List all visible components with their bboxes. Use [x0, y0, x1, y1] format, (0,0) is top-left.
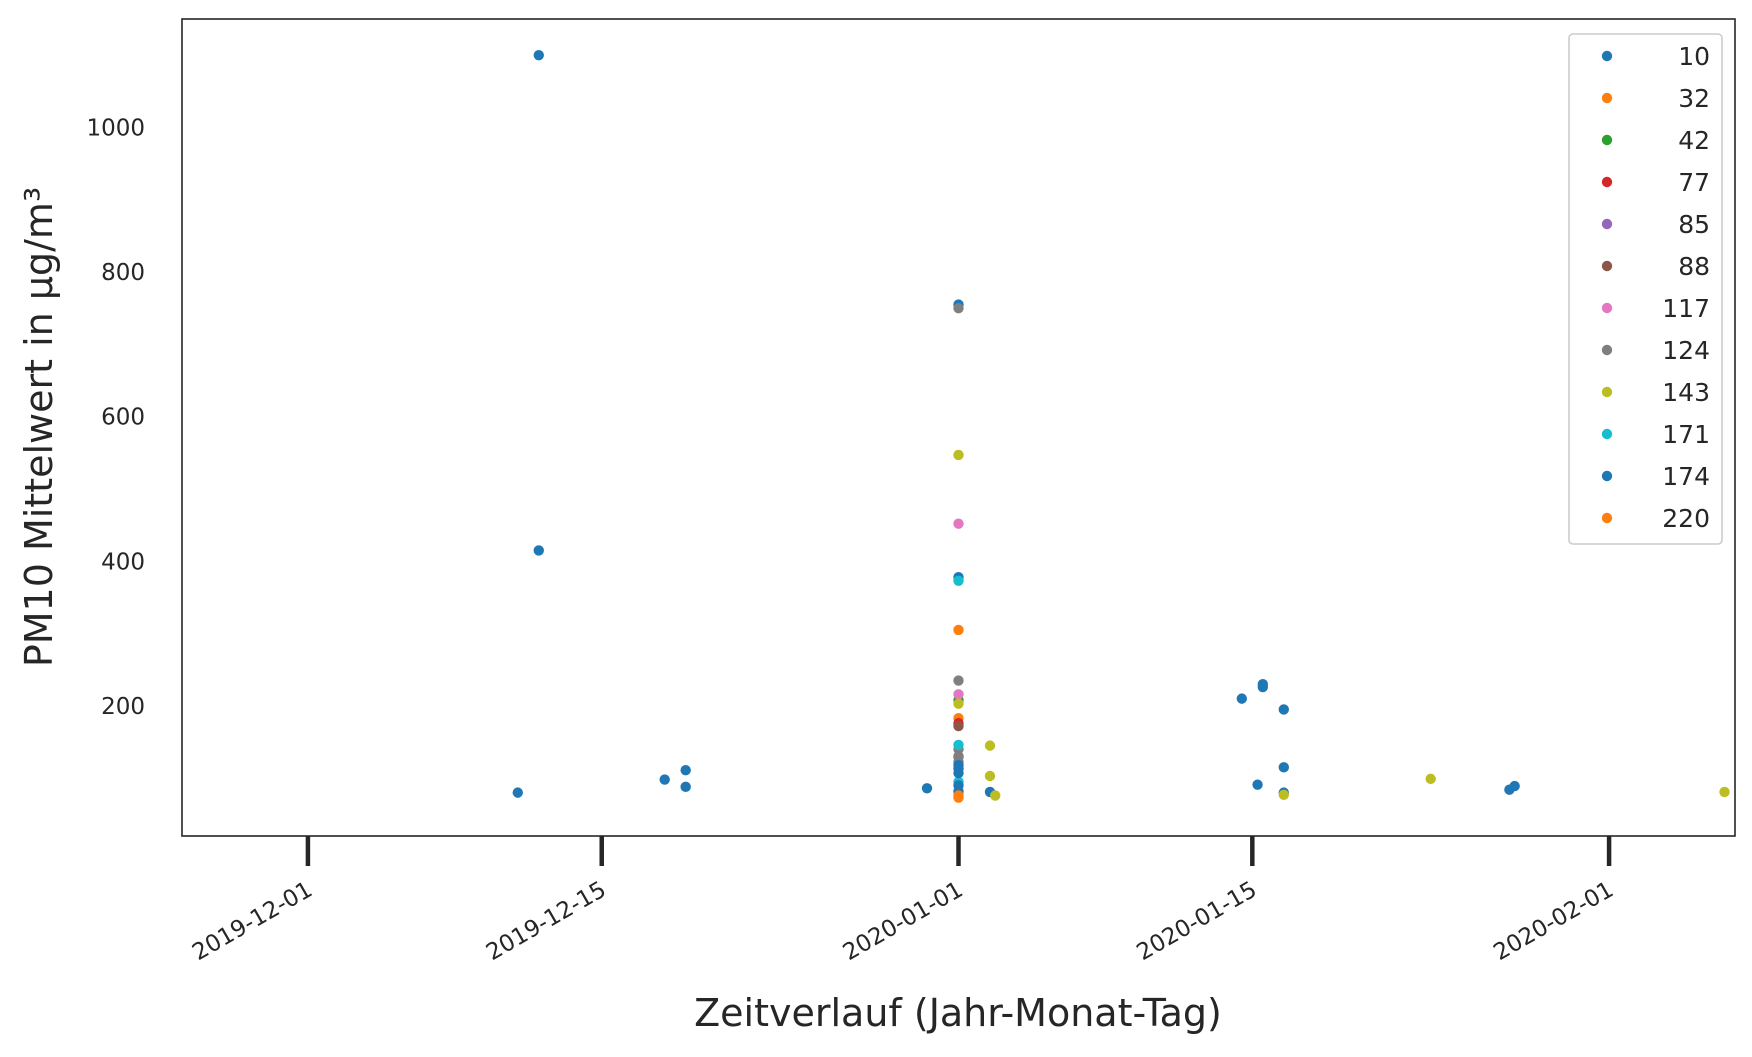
- y-axis: 200 400 600 800 1000: [86, 115, 145, 719]
- scatter-points: [512, 49, 1730, 803]
- data-point-series-143: [984, 770, 996, 782]
- legend-marker: [1601, 218, 1613, 230]
- y-tick-label: 800: [101, 260, 145, 286]
- data-point-series-10: [1252, 779, 1263, 790]
- y-tick-label: 1000: [86, 115, 145, 141]
- data-point-series-117: [953, 689, 964, 700]
- legend-marker: [1601, 470, 1613, 482]
- data-point-series-32: [953, 624, 964, 636]
- data-point-series-10: [921, 783, 933, 794]
- legend-label: 32: [1678, 84, 1710, 113]
- legend-label: 174: [1662, 462, 1710, 491]
- data-point-series-10: [680, 781, 691, 793]
- legend-box: [1568, 33, 1723, 545]
- legend-marker: [1601, 344, 1613, 356]
- legend-marker: [1601, 512, 1613, 524]
- legend-label: 143: [1662, 378, 1710, 407]
- legend-marker: [1601, 176, 1613, 188]
- data-point-series-143: [953, 449, 964, 461]
- legend-label: 171: [1662, 420, 1710, 449]
- data-point-series-124: [953, 675, 964, 686]
- data-point-series-10: [1278, 762, 1289, 773]
- y-tick-label: 200: [101, 694, 145, 720]
- data-point-series-10: [1509, 780, 1520, 792]
- data-point-series-143: [953, 698, 964, 709]
- data-point-series-143: [1278, 789, 1289, 800]
- legend-marker: [1601, 386, 1613, 398]
- y-tick-label: 600: [101, 405, 145, 431]
- legend-label: 77: [1678, 168, 1710, 197]
- data-point-series-10: [533, 545, 544, 556]
- legend-label: 85: [1678, 210, 1710, 239]
- data-point-series-220: [953, 792, 964, 803]
- data-point-series-10: [533, 49, 544, 61]
- legend-marker: [1601, 92, 1613, 104]
- data-point-series-143: [1719, 786, 1730, 798]
- data-point-series-174: [953, 767, 964, 779]
- data-point-series-10: [1278, 704, 1289, 715]
- data-point-series-10: [512, 787, 523, 798]
- legend-marker: [1601, 260, 1613, 272]
- legend-label: 42: [1678, 126, 1710, 155]
- data-point-series-10: [1257, 681, 1269, 693]
- y-tick-label: 400: [101, 549, 145, 575]
- data-point-series-124: [953, 303, 964, 314]
- legend-label: 88: [1678, 252, 1710, 281]
- data-point-series-171: [953, 575, 964, 586]
- data-point-series-171: [953, 739, 964, 751]
- data-point-series-143: [990, 790, 1001, 801]
- data-point-series-117: [953, 518, 964, 529]
- legend-label: 117: [1662, 294, 1710, 323]
- data-point-series-124: [953, 751, 964, 763]
- data-point-series-10: [1236, 693, 1248, 704]
- legend-label: 220: [1662, 504, 1710, 533]
- legend: 10 32 42 77 85 88 117 124 143 171 174 220: [1568, 33, 1723, 545]
- legend-label: 10: [1678, 42, 1710, 71]
- data-point-series-10: [659, 774, 670, 785]
- data-point-series-143: [1425, 773, 1436, 785]
- legend-marker: [1601, 302, 1613, 314]
- legend-label: 124: [1662, 336, 1710, 365]
- legend-marker: [1601, 50, 1613, 62]
- data-point-series-88: [953, 720, 964, 732]
- legend-marker: [1601, 428, 1613, 440]
- y-axis-title: PM10 Mittelwert in µg/m³: [17, 187, 61, 667]
- legend-marker: [1601, 134, 1613, 146]
- data-point-series-143: [984, 740, 996, 751]
- x-axis-title: Zeitverlauf (Jahr-Monat-Tag): [694, 991, 1222, 1035]
- data-point-series-10: [680, 765, 691, 776]
